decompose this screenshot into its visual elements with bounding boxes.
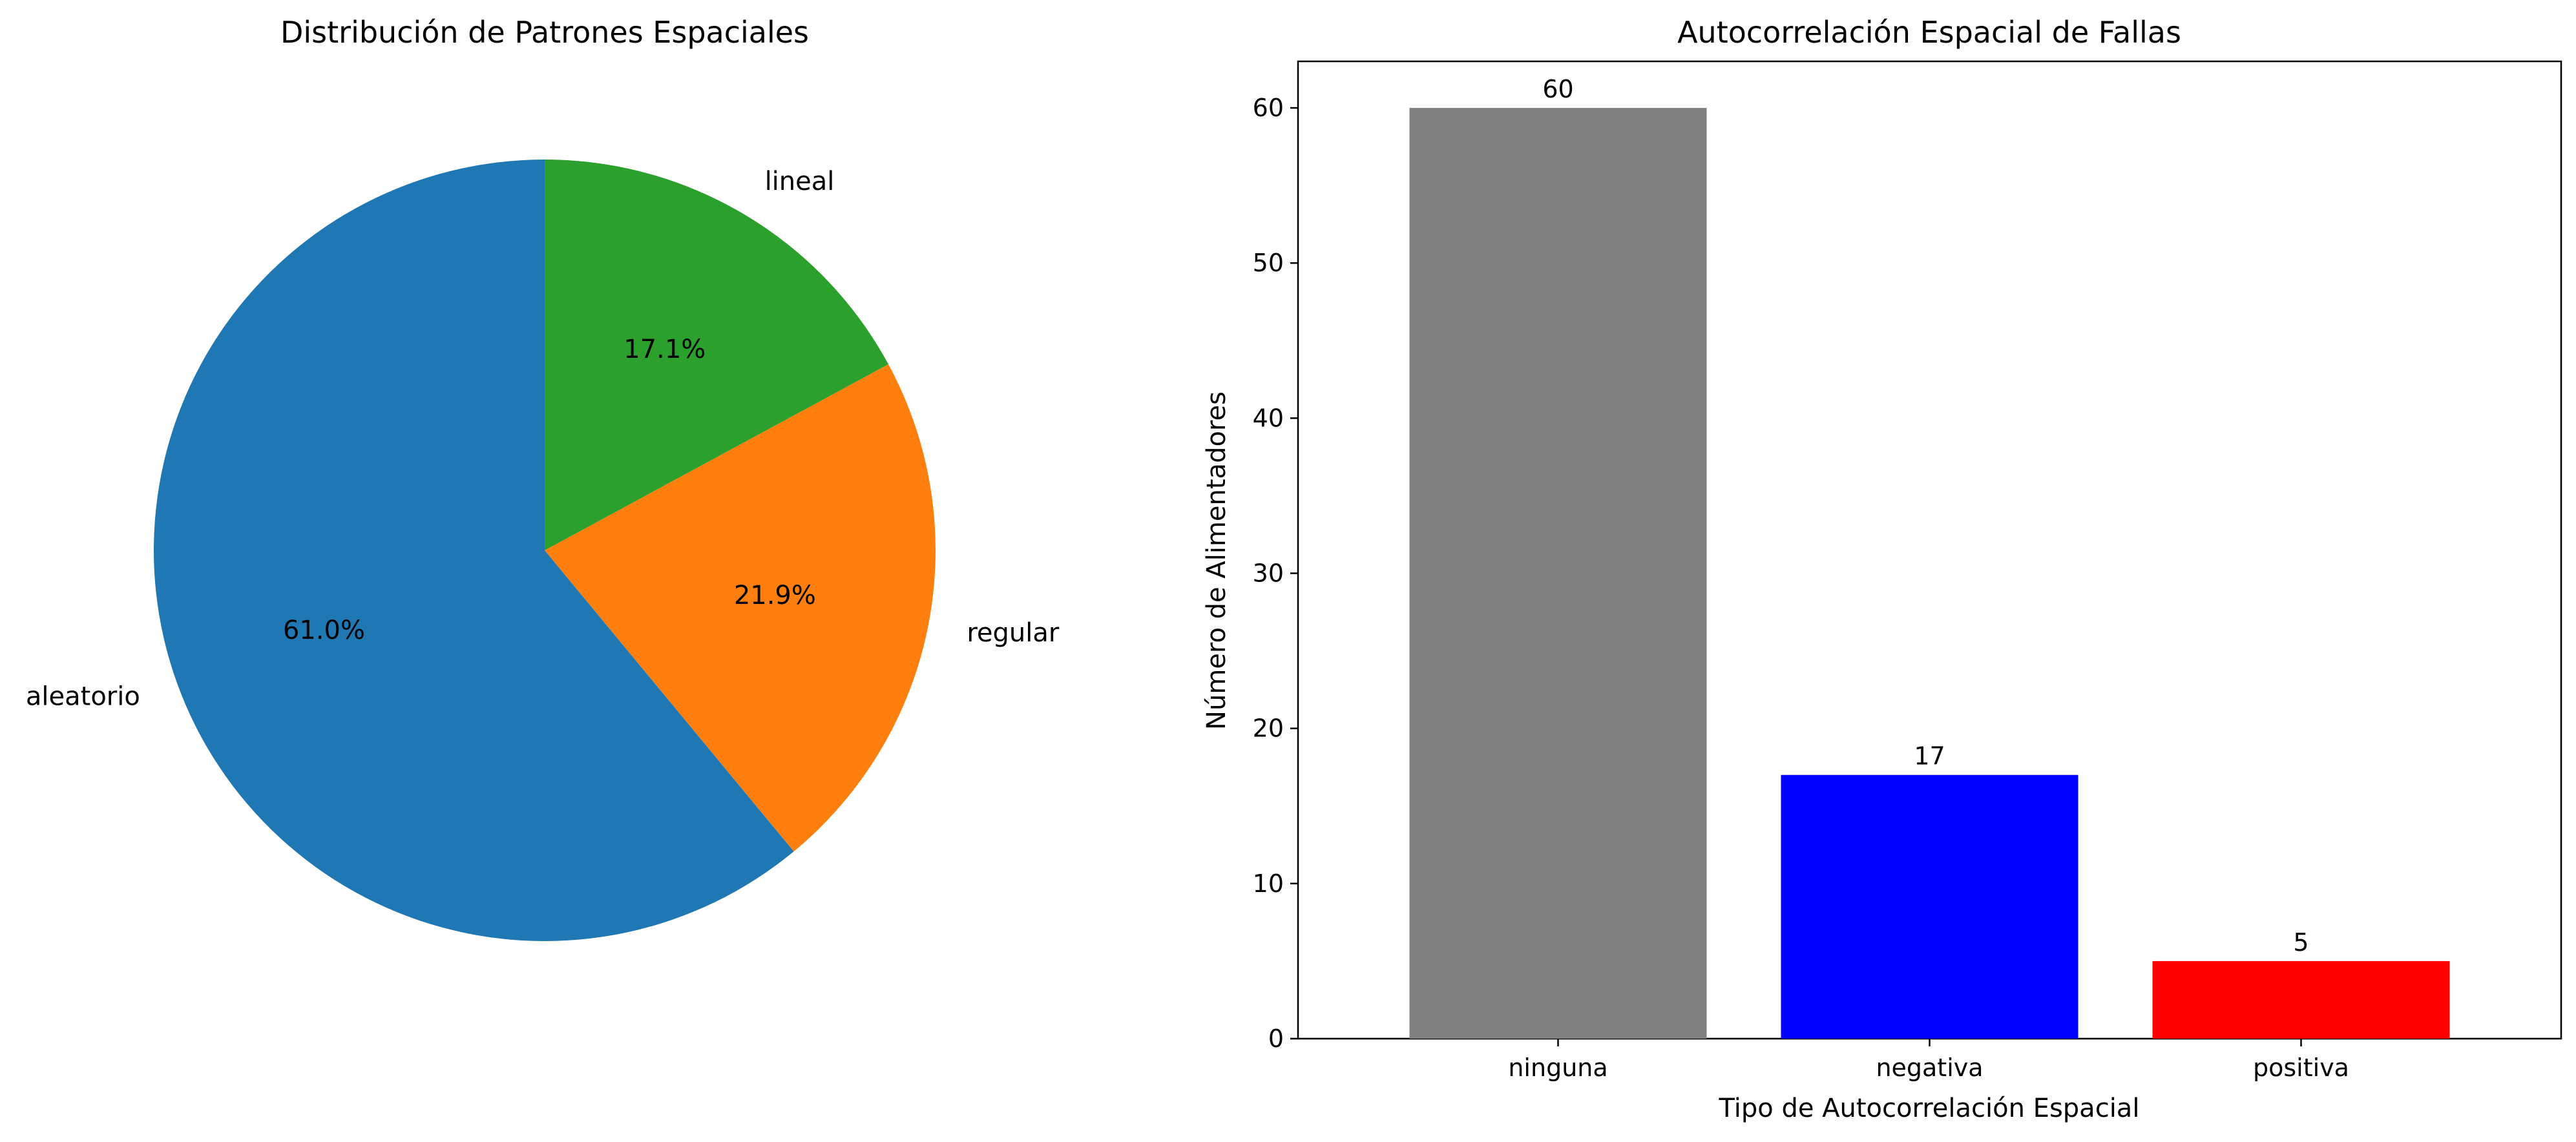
pie-slice-label-aleatorio: aleatorio bbox=[26, 681, 140, 711]
y-tick-label: 30 bbox=[1253, 559, 1284, 588]
bar-value-label-positiva: 5 bbox=[2293, 928, 2309, 957]
pie-slice-label-lineal: lineal bbox=[765, 167, 835, 196]
pie-chart-title: Distribución de Patrones Espaciales bbox=[280, 15, 809, 50]
pie-slice-lineal bbox=[545, 159, 888, 550]
bar-chart-title: Autocorrelación Espacial de Fallas bbox=[1677, 15, 2181, 50]
y-tick-label: 10 bbox=[1253, 869, 1284, 898]
bar-chart-y-axis-label: Número de Alimentadores bbox=[1202, 391, 1231, 730]
y-tick-label: 50 bbox=[1253, 249, 1284, 277]
bar-positiva bbox=[2152, 960, 2450, 1039]
bar-ninguna bbox=[1409, 108, 1707, 1039]
y-tick-label: 60 bbox=[1253, 94, 1284, 122]
y-tick-label: 20 bbox=[1253, 714, 1284, 743]
x-tick-label-positiva: positiva bbox=[2253, 1054, 2349, 1082]
x-tick-label-ninguna: ninguna bbox=[1508, 1054, 1607, 1082]
pie-slice-percent-aleatorio: 61.0% bbox=[283, 616, 365, 645]
bar-chart: Autocorrelación Espacial de Fallas Tipo … bbox=[1202, 15, 2562, 1123]
bar-value-label-ninguna: 60 bbox=[1542, 75, 1573, 103]
bar-value-label-negativa: 17 bbox=[1914, 742, 1945, 771]
y-tick-label: 0 bbox=[1268, 1024, 1284, 1053]
pie-slice-regular bbox=[545, 364, 936, 852]
pie-slice-percent-lineal: 17.1% bbox=[623, 335, 706, 364]
y-tick-label: 40 bbox=[1253, 404, 1284, 432]
pie-slice-aleatorio bbox=[153, 160, 794, 941]
pie-slice-label-regular: regular bbox=[967, 618, 1060, 648]
bar-chart-x-axis-label: Tipo de Autocorrelación Espacial bbox=[1719, 1094, 2140, 1123]
pie-chart: Distribución de Patrones Espaciales alea… bbox=[26, 15, 1060, 941]
bar-negativa bbox=[1781, 774, 2079, 1039]
pie-slice-percent-regular: 21.9% bbox=[734, 581, 816, 610]
x-tick-label-negativa: negativa bbox=[1876, 1054, 1983, 1082]
